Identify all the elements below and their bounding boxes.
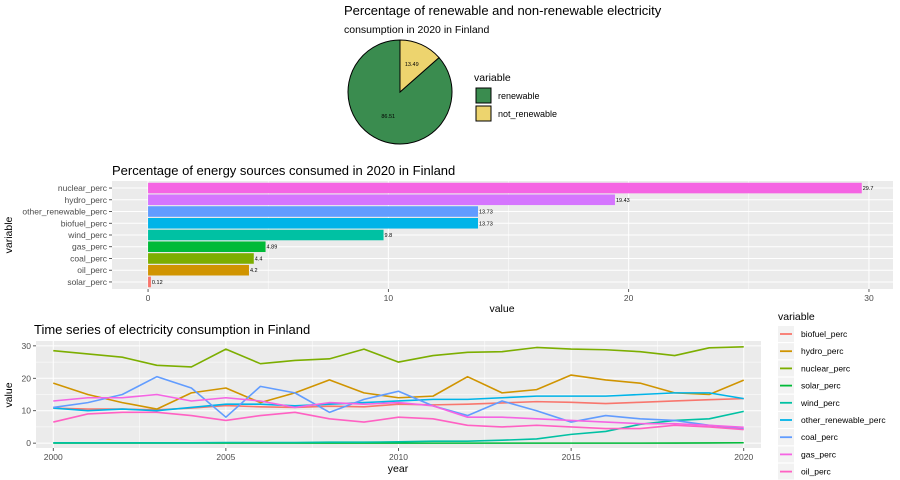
bar-value-label-hydro_perc: 19.43 xyxy=(616,198,630,204)
bar-solar_perc xyxy=(148,276,151,288)
bar-gas_perc xyxy=(148,241,266,253)
line-title: Time series of electricity consumption i… xyxy=(34,322,310,337)
line-legend-label-solar_perc: solar_perc xyxy=(801,381,841,391)
line-series xyxy=(53,346,745,444)
pie-legend-key-renewable xyxy=(475,87,492,104)
line-legend-label-biofuel_perc: biofuel_perc xyxy=(801,329,848,339)
line-y-tick-10: 10 xyxy=(22,406,32,416)
line-series-other_renewable_perc xyxy=(53,392,744,412)
bar-value-label-solar_perc: 0.12 xyxy=(152,280,163,286)
bar-y-tick-gas_perc: gas_perc xyxy=(72,242,108,252)
bar-x-axis-label: value xyxy=(489,303,514,315)
bar-value-label-wind_perc: 9.8 xyxy=(385,233,393,239)
line-series-hydro_perc xyxy=(53,374,745,410)
line-x-tick-2020: 2020 xyxy=(734,452,753,462)
bar-coal_perc xyxy=(148,253,254,264)
bar-y-tick-coal_perc: coal_perc xyxy=(70,253,108,263)
line-x-tick-2000: 2000 xyxy=(44,452,63,462)
bar-hydro_perc xyxy=(148,194,615,206)
line-y-tick-20: 20 xyxy=(22,373,32,383)
bar-y-tick-other_renewable_perc: other_renewable_perc xyxy=(22,207,107,217)
pie-legend-title: variable xyxy=(474,72,511,84)
line-x-tick-2010: 2010 xyxy=(389,452,408,462)
pie-legend-label-renewable: renewable xyxy=(498,91,540,101)
line-x-tick-2015: 2015 xyxy=(562,452,581,462)
bar-y-tick-hydro_perc: hydro_perc xyxy=(64,195,107,205)
pie-slice-label-not_renewable: 13.49 xyxy=(405,62,419,68)
line-series-oil_perc xyxy=(53,411,744,431)
pie-chart: Percentage of renewable and non-renewabl… xyxy=(344,3,662,145)
line-series-wind_perc xyxy=(53,410,744,444)
bar-bars xyxy=(148,182,862,288)
bar-value-label-gas_perc: 4.89 xyxy=(267,245,278,251)
pie-slices xyxy=(347,39,453,145)
bar-y-tick-nuclear_perc: nuclear_perc xyxy=(58,183,108,193)
line-x-tick-2005: 2005 xyxy=(216,452,235,462)
bar-y-tick-solar_perc: solar_perc xyxy=(67,277,107,287)
bar-y-tick-oil_perc: oil_perc xyxy=(77,265,108,275)
line-chart: Time series of electricity consumption i… xyxy=(3,311,886,480)
bar-x-tick-30: 30 xyxy=(864,293,874,303)
line-legend-label-coal_perc: coal_perc xyxy=(801,432,839,442)
line-y-axis-label: value xyxy=(3,382,15,407)
pie-legend-label-not_renewable: not_renewable xyxy=(498,109,557,119)
bar-y-tick-wind_perc: wind_perc xyxy=(67,230,107,240)
bar-value-label-nuclear_perc: 29.7 xyxy=(863,186,874,192)
bar-y-axis-label: variable xyxy=(3,216,15,253)
line-y-tick-30: 30 xyxy=(22,341,32,351)
pie-legend-key-not_renewable xyxy=(475,105,492,122)
line-legend: biofuel_perc hydro_perc nuclear_perc solar_… xyxy=(778,326,886,480)
line-legend-title: variable xyxy=(778,311,815,323)
line-legend-label-hydro_perc: hydro_perc xyxy=(801,346,844,356)
pie-slice-label-renewable: 86.51 xyxy=(381,114,395,120)
bar-value-label-biofuel_perc: 13.73 xyxy=(479,221,493,227)
bar-x-tick-0: 0 xyxy=(146,293,151,303)
line-legend-label-oil_perc: oil_perc xyxy=(801,467,832,477)
line-x-tick-labels: 2000 2005 2010 2015 2020 xyxy=(44,448,753,462)
bar-value-labels: 29.7 19.43 13.73 13.73 9.8 4.89 4.4 4.2 0.12 xyxy=(152,186,874,286)
bar-y-tick-labels: nuclear_perc hydro_perc other_renewable_pe… xyxy=(22,183,112,287)
bar-oil_perc xyxy=(148,264,249,276)
line-y-tick-labels: 0 10 20 30 xyxy=(22,341,36,448)
line-series-nuclear_perc xyxy=(53,346,744,368)
line-legend-label-wind_perc: wind_perc xyxy=(800,398,840,408)
line-series-coal_perc xyxy=(53,375,744,430)
line-y-tick-0: 0 xyxy=(26,438,31,448)
pie-legend: renewable not_renewable xyxy=(475,87,557,122)
bar-chart: Percentage of energy sources consumed in… xyxy=(3,163,893,315)
bar-x-tick-20: 20 xyxy=(624,293,634,303)
bar-value-label-coal_perc: 4.4 xyxy=(255,256,263,262)
bar-x-tick-labels: 0 10 20 30 xyxy=(146,289,874,303)
bar-nuclear_perc xyxy=(148,182,862,194)
bar-x-tick-10: 10 xyxy=(384,293,394,303)
pie-labels: 86.51 13.49 xyxy=(381,62,418,120)
line-series-gas_perc xyxy=(53,393,744,429)
bar-value-label-other_renewable_perc: 13.73 xyxy=(479,210,493,216)
bar-title: Percentage of energy sources consumed in… xyxy=(112,163,455,178)
line-legend-label-gas_perc: gas_perc xyxy=(801,449,837,459)
pie-slice-not_renewable xyxy=(399,39,440,94)
bar-biofuel_perc xyxy=(148,217,478,229)
bar-y-tick-biofuel_perc: biofuel_perc xyxy=(61,218,108,228)
pie-title-line2: consumption in 2020 in Finland xyxy=(344,24,490,36)
line-x-axis-label: year xyxy=(388,463,409,475)
bar-value-label-oil_perc: 4.2 xyxy=(250,268,258,274)
line-legend-label-nuclear_perc: nuclear_perc xyxy=(801,363,851,373)
bar-wind_perc xyxy=(148,229,384,241)
bar-other_renewable_perc xyxy=(148,206,478,217)
pie-title-line1: Percentage of renewable and non-renewabl… xyxy=(344,3,662,18)
line-legend-label-other_renewable_perc: other_renewable_perc xyxy=(801,415,886,425)
